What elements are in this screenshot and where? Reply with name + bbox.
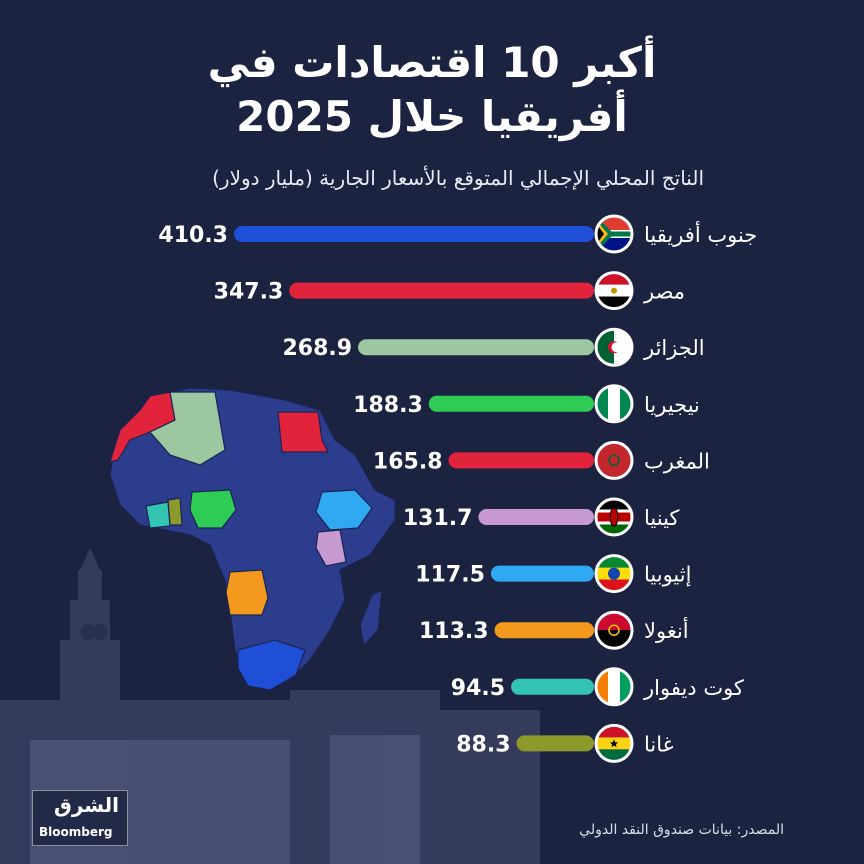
algeria-flag-icon [594, 327, 634, 367]
title-line-2: أفريقيا خلال 2025 [236, 92, 628, 141]
africa-continent [109, 387, 396, 691]
value-label: 165.8 [373, 449, 443, 474]
bar [448, 452, 594, 469]
bar-row: 410.3 جنوب أفريقيا [158, 214, 757, 254]
value-label: 94.5 [451, 676, 505, 701]
value-label: 188.3 [353, 393, 423, 418]
kenya-flag-icon [594, 497, 634, 537]
bar-row: 268.9 الجزائر [282, 327, 705, 367]
map-nigeria [189, 489, 237, 529]
map-base [109, 387, 396, 691]
bar-row: 88.3 غانا [456, 723, 674, 763]
map-south-africa [237, 639, 306, 691]
bar [428, 395, 594, 412]
morocco-flag-icon [594, 440, 634, 480]
bar [516, 735, 594, 752]
bar [358, 339, 594, 356]
value-label: 88.3 [456, 732, 510, 757]
category-label: إثيوبيا [644, 563, 691, 588]
map-madagascar [359, 588, 383, 647]
nigeria-flag-icon [594, 384, 634, 424]
bar [289, 282, 594, 299]
category-label: الجزائر [643, 336, 705, 360]
bar [478, 509, 594, 525]
bar-row: 131.7 كينيا [403, 497, 679, 537]
cote-divoire-flag-icon [594, 667, 634, 707]
source-note: المصدر: بيانات صندوق النقد الدولي [579, 822, 784, 838]
map-cote-divoire [145, 501, 171, 529]
category-label: أنغولا [644, 617, 689, 643]
category-label: نيجيريا [644, 393, 700, 417]
value-label: 113.3 [419, 619, 489, 644]
chart-subtitle: الناتج المحلي الإجمالي المتوقع بالأسعار … [212, 166, 704, 190]
ethiopia-flag-icon [594, 554, 634, 594]
bar-row: 113.3 أنغولا [419, 610, 689, 650]
category-label: جنوب أفريقيا [644, 221, 757, 247]
category-label: مصر [643, 280, 685, 304]
category-label: كينيا [644, 506, 679, 530]
angola-flag-icon [594, 610, 634, 650]
value-label: 410.3 [158, 223, 228, 248]
value-label: 117.5 [415, 563, 485, 588]
map-egypt [277, 411, 329, 453]
bar [234, 226, 594, 242]
bar-row: 188.3 نيجيريا [353, 384, 700, 424]
map-angola [225, 569, 269, 616]
logo-english-text: Bloomberg [39, 825, 113, 839]
bar-row: 94.5 كوت ديفوار [451, 667, 744, 707]
category-label: غانا [644, 732, 674, 756]
bar-row: 117.5 إثيوبيا [415, 554, 691, 594]
bar-row: 165.8 المغرب [373, 440, 710, 480]
bar [494, 622, 594, 639]
bar [490, 565, 594, 582]
logo-arabic-text: الشرق [53, 793, 119, 817]
south-africa-flag-icon [594, 214, 634, 254]
title-line-1: أكبر 10 اقتصادات في [207, 38, 657, 87]
category-label: المغرب [644, 449, 710, 473]
egypt-flag-icon [594, 271, 634, 311]
value-label: 268.9 [282, 336, 352, 361]
value-label: 347.3 [214, 280, 284, 305]
bar [511, 678, 594, 695]
value-label: 131.7 [403, 506, 473, 531]
bar-row: 347.3 مصر [214, 271, 685, 311]
map-kenya [315, 529, 347, 567]
map-algeria [149, 391, 226, 466]
asharq-bloomberg-logo: الشرق Bloomberg [32, 790, 128, 846]
ghana-flag-icon [594, 723, 634, 763]
category-label: كوت ديفوار [643, 676, 744, 700]
map-ethiopia [315, 489, 373, 531]
